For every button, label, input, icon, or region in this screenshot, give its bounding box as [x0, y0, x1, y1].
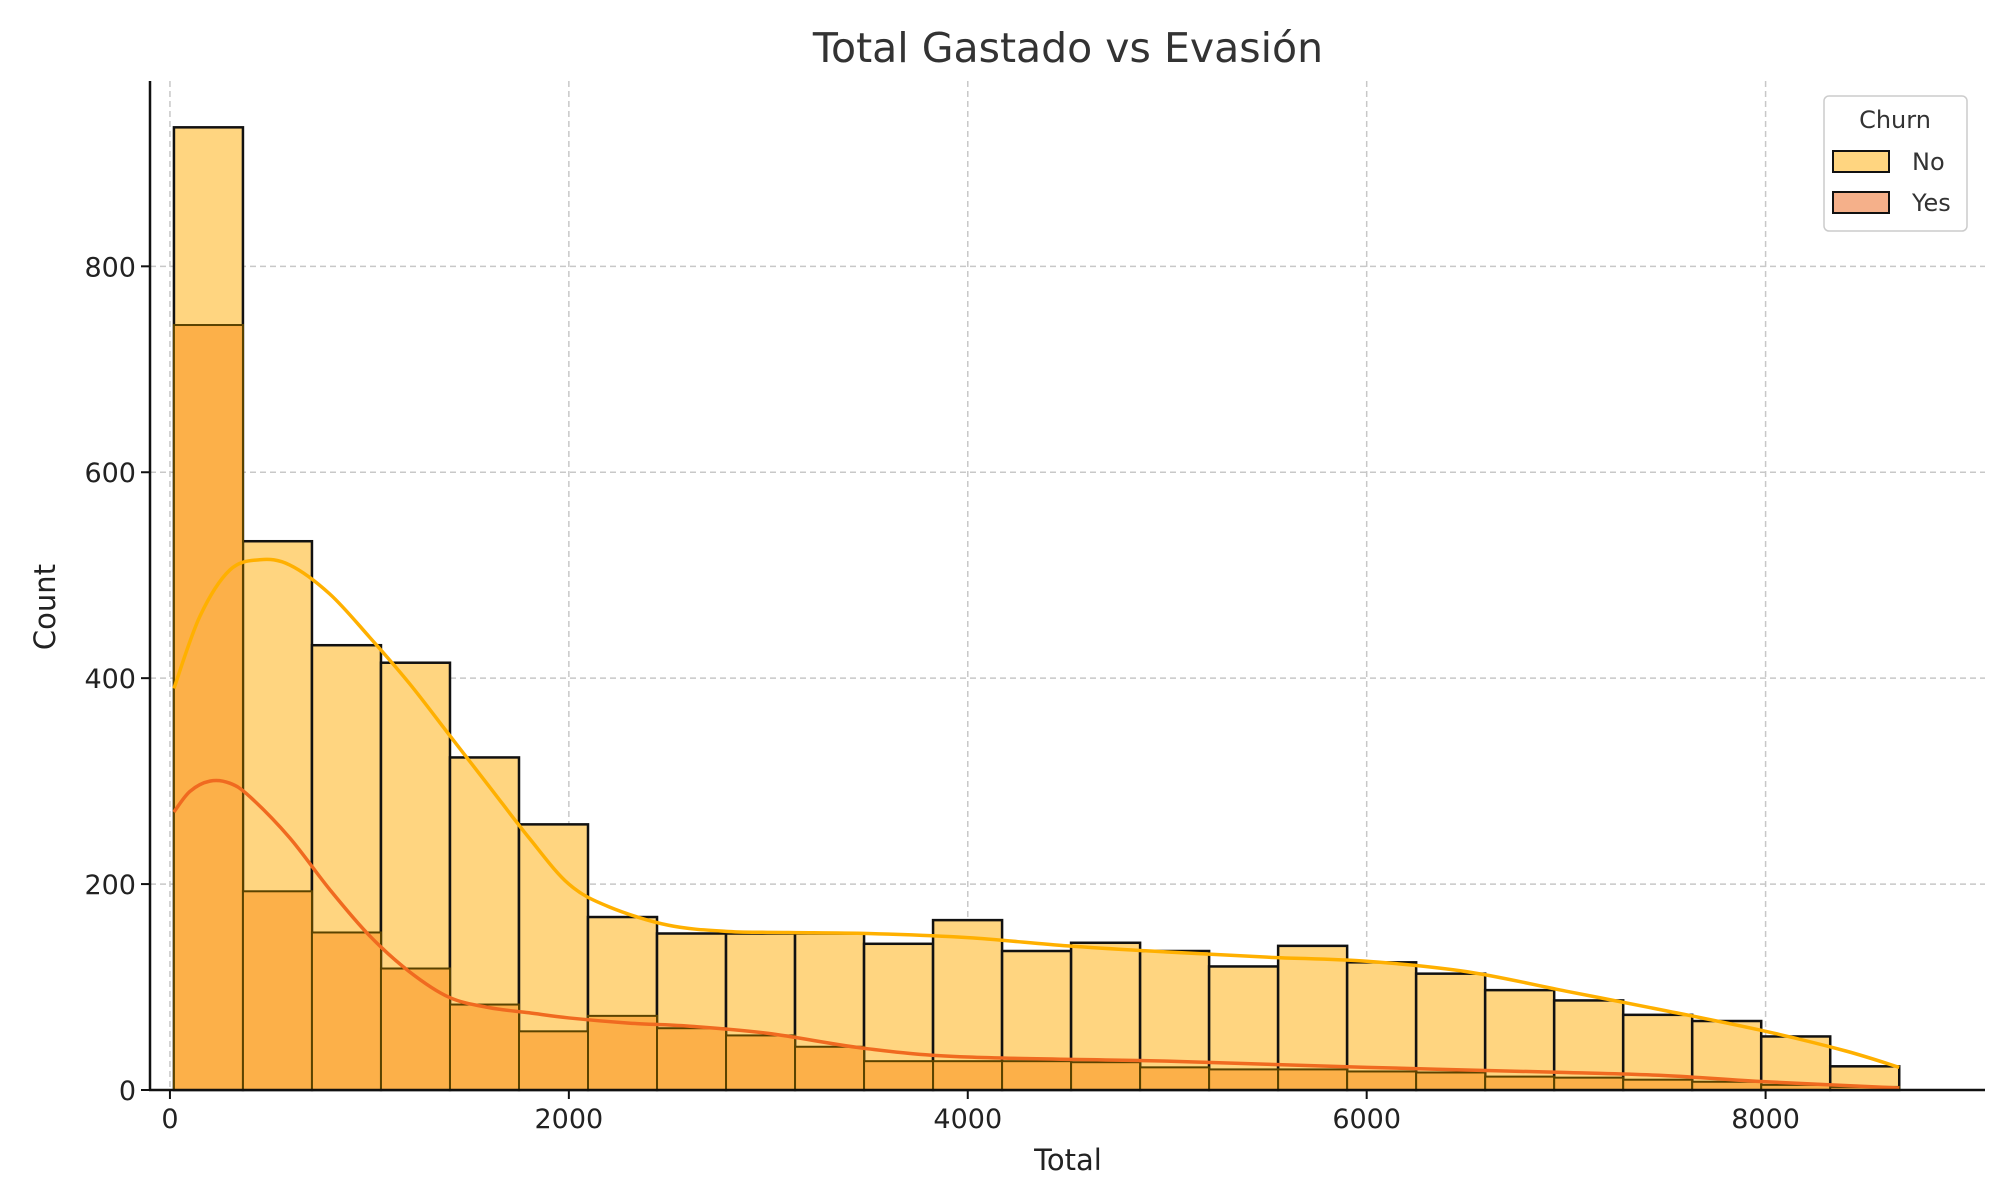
bar-yes-10 — [863, 1060, 935, 1091]
bar-yes-15 — [1208, 1068, 1280, 1092]
bar-yes-0 — [172, 324, 244, 1092]
bar-yes-17 — [1346, 1070, 1418, 1092]
x-tick-label-4000: 4000 — [933, 1104, 1002, 1135]
legend-label-no: No — [1912, 148, 1945, 176]
tick-labels: 0 2000 4000 6000 8000 0 200 400 600 800 — [84, 252, 1800, 1135]
bar-yes-21 — [1622, 1078, 1694, 1092]
bar-yes-3 — [379, 967, 451, 1092]
bar-yes-11 — [932, 1060, 1004, 1091]
bar-yes-20 — [1553, 1076, 1625, 1091]
bar-yes-7 — [656, 1027, 728, 1091]
y-tick-label-800: 800 — [84, 252, 136, 283]
bar-yes-6 — [587, 1014, 659, 1091]
kde-line-yes — [172, 778, 1900, 1090]
bar-yes-18 — [1415, 1071, 1487, 1092]
y-tick-label-400: 400 — [84, 664, 136, 695]
x-tick-label-0: 0 — [161, 1104, 178, 1135]
bar-no-20 — [1552, 999, 1625, 1092]
bar-no-19 — [1483, 988, 1556, 1092]
bar-yes-2 — [310, 931, 382, 1092]
bar-yes-5 — [517, 1030, 590, 1091]
legend: Churn No Yes — [1823, 95, 1968, 232]
bar-yes-8 — [725, 1034, 797, 1092]
y-tick-label-200: 200 — [84, 870, 136, 901]
legend-label-yes: Yes — [1911, 189, 1951, 217]
x-tick-label-6000: 6000 — [1332, 1104, 1401, 1135]
x-tick-label-2000: 2000 — [534, 1104, 603, 1135]
x-axis-label: Total — [1033, 1143, 1102, 1177]
bar-yes-1 — [241, 890, 313, 1091]
legend-swatch-yes — [1832, 191, 1890, 214]
kde-curves — [172, 557, 1900, 1090]
legend-swatch-no — [1832, 150, 1890, 173]
kde-line-no — [172, 557, 1900, 1070]
bar-yes-4 — [448, 1003, 520, 1092]
bar-no-16 — [1276, 944, 1349, 1092]
y-tick-label-600: 600 — [84, 458, 136, 489]
y-axis-label: Count — [28, 564, 62, 650]
x-tick-label-8000: 8000 — [1731, 1104, 1800, 1135]
legend-title: Churn — [1859, 106, 1931, 134]
bar-yes-9 — [794, 1045, 866, 1092]
bar-yes-12 — [1001, 1060, 1073, 1091]
chart-title: Total Gastado vs Evasión — [812, 24, 1323, 72]
y-tick-label-0: 0 — [119, 1076, 136, 1107]
bar-yes-14 — [1139, 1066, 1211, 1092]
bar-yes-19 — [1484, 1075, 1556, 1092]
bar-yes-16 — [1277, 1068, 1349, 1092]
bar-yes-13 — [1070, 1061, 1142, 1092]
axes — [148, 81, 1985, 1092]
